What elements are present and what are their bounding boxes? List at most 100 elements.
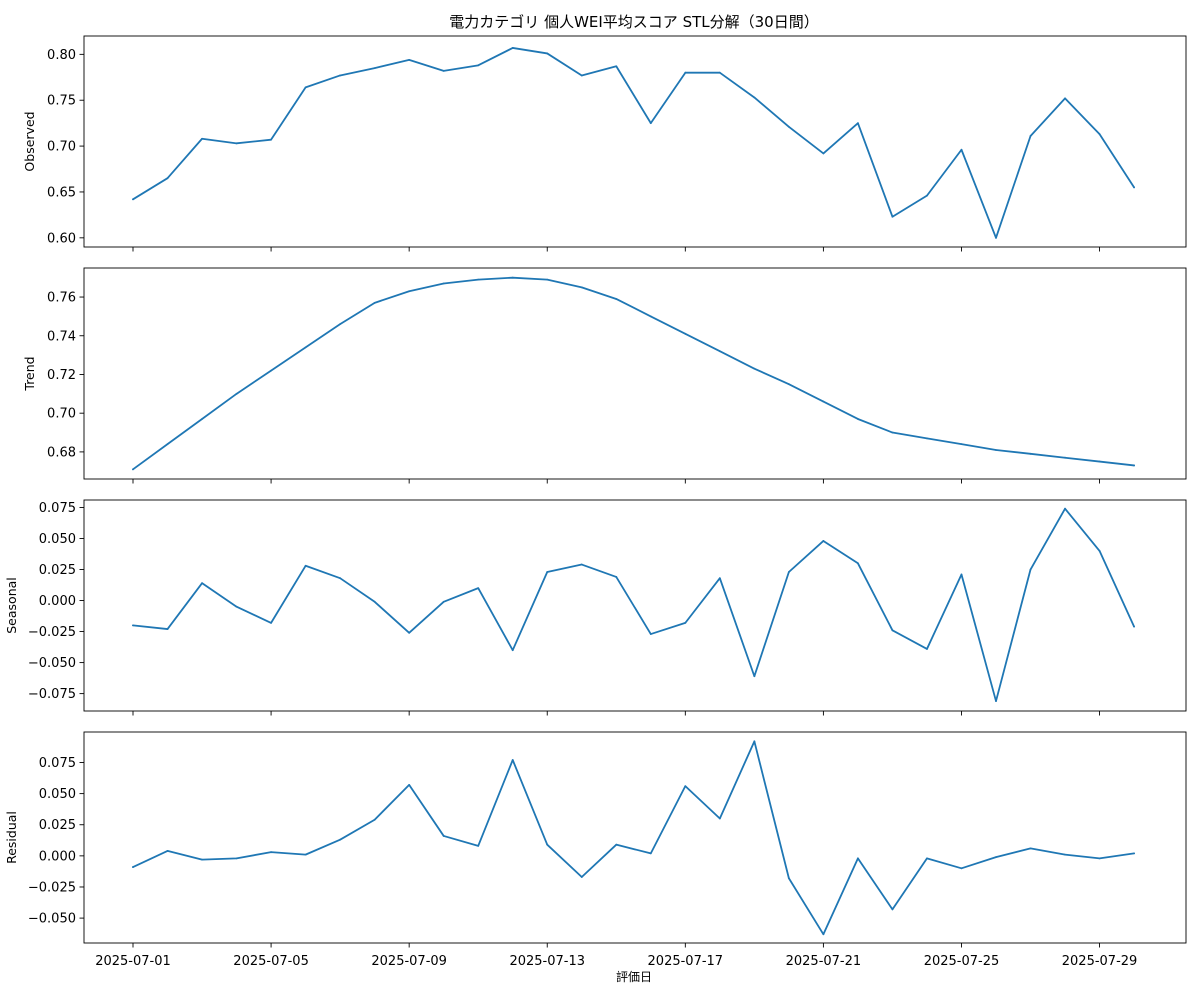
x-tick-label: 2025-07-21	[786, 954, 862, 969]
data-point	[1029, 452, 1032, 455]
figure-title: 電力カテゴリ 個人WEI平均スコア STL分解（30日間）	[449, 13, 818, 31]
y-tick-label: 0.075	[39, 501, 76, 516]
x-tick-label: 2025-07-05	[233, 954, 309, 969]
data-point	[787, 571, 790, 573]
data-point	[1098, 549, 1101, 552]
y-tick-label: −0.050	[28, 656, 76, 671]
data-point	[477, 845, 480, 847]
data-point	[995, 700, 997, 702]
data-point	[477, 64, 480, 67]
data-point	[408, 58, 411, 61]
panel-frame	[83, 731, 1187, 944]
y-tick-label: −0.025	[28, 880, 76, 895]
data-point	[477, 587, 480, 590]
data-point	[580, 876, 583, 878]
x-tick-label: 2025-07-29	[1062, 954, 1138, 969]
data-point	[511, 759, 514, 761]
data-point	[408, 290, 411, 293]
data-point	[166, 628, 169, 630]
data-point	[1029, 847, 1032, 850]
panel-residual: −0.050 −0.025 0.000 0.025 0.050 0.075 2025-07-…	[4, 731, 1187, 969]
y-axis-label: Seasonal	[4, 577, 19, 634]
data-point	[304, 86, 307, 89]
data-point	[718, 817, 721, 820]
data-point	[1064, 853, 1066, 856]
data-point	[1029, 568, 1032, 571]
data-point	[339, 577, 342, 580]
y-tick-label: 0.70	[47, 140, 76, 155]
data-point	[442, 282, 445, 285]
data-point	[166, 443, 169, 446]
data-point	[132, 198, 134, 201]
series-line-seasonal	[132, 507, 1135, 702]
data-point	[132, 624, 134, 627]
data-point	[753, 740, 756, 743]
y-tick-label: −0.050	[28, 912, 76, 927]
data-point	[442, 835, 445, 837]
data-point	[201, 137, 203, 140]
data-point	[201, 858, 203, 861]
data-point	[580, 74, 583, 77]
data-point	[891, 908, 894, 911]
data-point	[787, 383, 790, 386]
data-point	[408, 784, 411, 786]
data-point	[546, 843, 549, 846]
data-point	[1098, 460, 1101, 463]
panels-container: 0.60 0.65 0.70 0.75 0.80 Observed 0.68 0.70 0.72…	[4, 35, 1187, 969]
data-point	[615, 298, 618, 300]
data-point	[615, 576, 618, 578]
x-tick-label: 2025-07-13	[509, 954, 585, 969]
y-tick-label: 0.000	[39, 849, 76, 864]
data-point	[649, 122, 652, 125]
y-tick-label: 0.72	[47, 368, 76, 383]
data-point	[1133, 186, 1135, 189]
y-tick-label: −0.075	[28, 687, 76, 702]
data-point	[477, 278, 480, 281]
data-point	[270, 369, 272, 372]
y-tick-label: 0.000	[39, 594, 76, 609]
y-axis-label: Observed	[22, 111, 37, 171]
data-point	[960, 443, 963, 446]
data-point	[822, 933, 825, 936]
data-point	[718, 71, 721, 74]
data-point	[960, 867, 963, 870]
data-point	[822, 540, 825, 542]
y-tick-label: 0.60	[47, 231, 76, 246]
data-point	[649, 852, 652, 855]
data-point	[442, 69, 445, 72]
data-point	[304, 346, 307, 349]
data-point	[1064, 456, 1066, 459]
data-point	[339, 838, 342, 841]
data-point	[511, 47, 514, 49]
data-point	[649, 315, 652, 318]
data-point	[235, 857, 238, 860]
data-point	[1133, 625, 1135, 628]
data-point	[201, 582, 203, 585]
data-point	[1029, 135, 1032, 137]
y-tick-label: 0.025	[39, 818, 76, 833]
data-point	[822, 152, 825, 155]
data-point	[339, 323, 342, 326]
panel-frame	[83, 35, 1187, 248]
data-point	[615, 65, 618, 68]
data-point	[511, 649, 514, 652]
data-point	[304, 853, 307, 856]
data-point	[1133, 464, 1135, 467]
data-point	[373, 818, 376, 821]
data-point	[304, 564, 307, 567]
x-tick-label: 2025-07-01	[95, 954, 171, 969]
data-point	[373, 301, 376, 304]
panel-frame	[83, 499, 1187, 712]
data-point	[684, 621, 687, 624]
data-point	[373, 67, 376, 70]
data-point	[1098, 133, 1101, 136]
data-point	[1064, 97, 1066, 100]
y-axis-label: Residual	[4, 811, 19, 864]
data-point	[166, 849, 169, 852]
data-point	[132, 866, 134, 868]
series-line-residual	[132, 740, 1135, 936]
data-point	[270, 851, 272, 854]
data-point	[615, 843, 618, 846]
y-tick-label: −0.025	[28, 625, 76, 640]
